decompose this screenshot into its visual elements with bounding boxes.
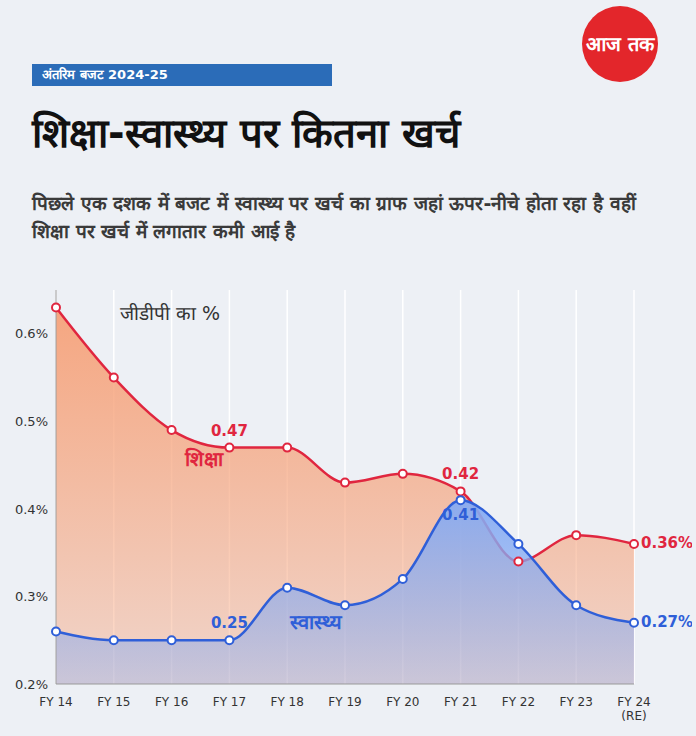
svg-text:FY 21: FY 21	[444, 695, 477, 709]
html-text:शिक्षा: शिक्षा	[185, 447, 223, 471]
html-text:पिछले एक दशक में बजट में स्वास: पिछले एक दशक में बजट में स्वास्थ्य पर खर…	[32, 192, 636, 242]
svg-text:FY 18: FY 18	[271, 695, 304, 709]
svg-text:0.3%: 0.3%	[15, 589, 48, 604]
html-text:अंतरिम बजट 2024-25: अंतरिम बजट 2024-25	[42, 67, 168, 82]
svg-text:0.42: 0.42	[442, 465, 479, 483]
svg-text:0.2%: 0.2%	[15, 677, 48, 692]
html-text:शिक्षा-स्वास्थ्य पर कितना खर्च: शिक्षा-स्वास्थ्य पर कितना खर्च	[32, 110, 461, 156]
svg-text:FY 22: FY 22	[502, 695, 535, 709]
svg-text:FY 15: FY 15	[97, 695, 130, 709]
svg-text:0.4%: 0.4%	[15, 502, 48, 517]
svg-text:FY 19: FY 19	[328, 695, 361, 709]
html-text:आज तक: आज तक	[586, 32, 654, 56]
svg-text:FY 17: FY 17	[213, 695, 246, 709]
svg-text:0.27%: 0.27%	[641, 613, 692, 631]
svg-text:0.41: 0.41	[442, 506, 479, 524]
svg-text:FY 20: FY 20	[386, 695, 419, 709]
svg-text:FY 24: FY 24	[617, 695, 650, 709]
svg-text:0.25: 0.25	[211, 614, 248, 632]
svg-text:FY 14: FY 14	[39, 695, 72, 709]
svg-text:0.5%: 0.5%	[15, 414, 48, 429]
html-text:जीडीपी का %: जीडीपी का %	[120, 302, 221, 324]
svg-text:0.47: 0.47	[211, 422, 248, 440]
svg-text:0.36%: 0.36%	[641, 534, 692, 552]
svg-text:FY 16: FY 16	[155, 695, 188, 709]
svg-text:FY 23: FY 23	[560, 695, 593, 709]
svg-text:(RE): (RE)	[621, 709, 646, 723]
html-text:स्वास्थ्य: स्वास्थ्य	[290, 610, 342, 634]
svg-text:0.6%: 0.6%	[15, 326, 48, 341]
